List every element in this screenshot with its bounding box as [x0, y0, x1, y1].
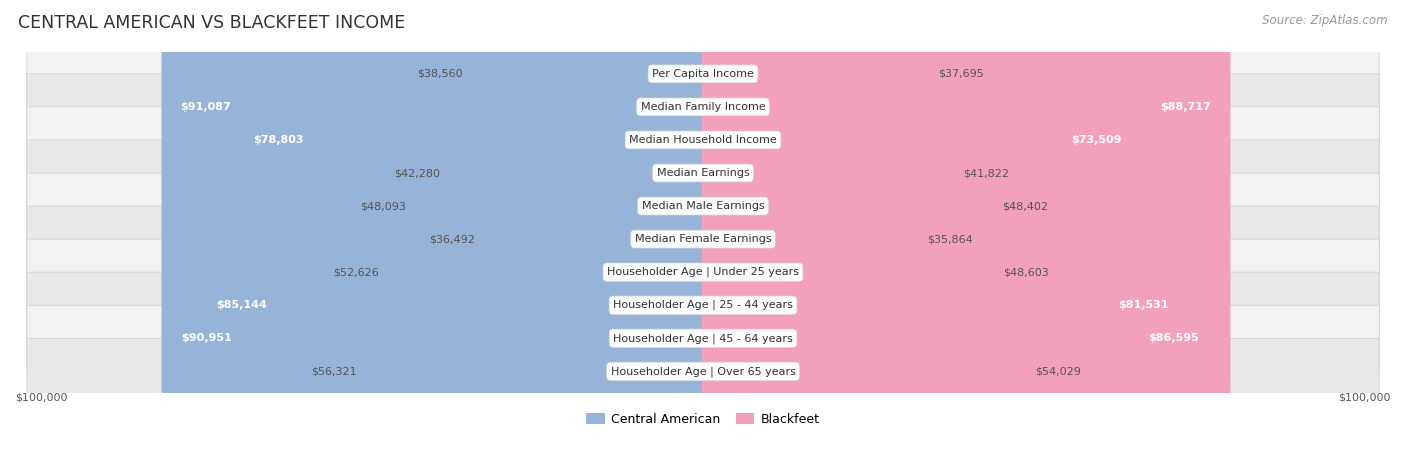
FancyBboxPatch shape	[368, 0, 704, 467]
Text: Median Earnings: Median Earnings	[657, 168, 749, 178]
Text: $41,822: $41,822	[963, 168, 1010, 178]
Text: Median Household Income: Median Household Income	[628, 135, 778, 145]
Text: $35,864: $35,864	[928, 234, 973, 244]
Text: $56,321: $56,321	[312, 366, 357, 376]
FancyBboxPatch shape	[197, 0, 704, 467]
FancyBboxPatch shape	[702, 0, 952, 467]
FancyBboxPatch shape	[389, 0, 704, 467]
Text: Householder Age | 25 - 44 years: Householder Age | 25 - 44 years	[613, 300, 793, 311]
Text: $42,280: $42,280	[394, 168, 440, 178]
Text: Householder Age | Over 65 years: Householder Age | Over 65 years	[610, 366, 796, 376]
Text: $90,951: $90,951	[181, 333, 232, 343]
FancyBboxPatch shape	[702, 0, 1188, 467]
FancyBboxPatch shape	[27, 239, 1379, 305]
Text: $100,000: $100,000	[1339, 393, 1391, 403]
Text: $78,803: $78,803	[253, 135, 304, 145]
FancyBboxPatch shape	[702, 0, 991, 467]
Text: $36,492: $36,492	[429, 234, 475, 244]
FancyBboxPatch shape	[702, 0, 993, 467]
Legend: Central American, Blackfeet: Central American, Blackfeet	[581, 408, 825, 431]
FancyBboxPatch shape	[702, 0, 917, 467]
Text: $73,509: $73,509	[1071, 135, 1121, 145]
Text: Source: ZipAtlas.com: Source: ZipAtlas.com	[1263, 14, 1388, 27]
FancyBboxPatch shape	[702, 0, 1218, 467]
FancyBboxPatch shape	[27, 41, 1379, 107]
FancyBboxPatch shape	[27, 140, 1379, 206]
Text: Median Female Earnings: Median Female Earnings	[634, 234, 772, 244]
Text: $38,560: $38,560	[416, 69, 463, 79]
Text: Per Capita Income: Per Capita Income	[652, 69, 754, 79]
Text: Householder Age | 45 - 64 years: Householder Age | 45 - 64 years	[613, 333, 793, 344]
FancyBboxPatch shape	[162, 0, 704, 467]
Text: Householder Age | Under 25 years: Householder Age | Under 25 years	[607, 267, 799, 277]
FancyBboxPatch shape	[27, 74, 1379, 140]
Text: $48,603: $48,603	[1002, 267, 1049, 277]
FancyBboxPatch shape	[702, 0, 1025, 467]
Text: $85,144: $85,144	[215, 300, 267, 310]
FancyBboxPatch shape	[27, 173, 1379, 239]
FancyBboxPatch shape	[27, 107, 1379, 173]
FancyBboxPatch shape	[416, 0, 704, 467]
FancyBboxPatch shape	[472, 0, 704, 467]
Text: $100,000: $100,000	[15, 393, 67, 403]
Text: $86,595: $86,595	[1149, 333, 1199, 343]
Text: Median Family Income: Median Family Income	[641, 102, 765, 112]
Text: $88,717: $88,717	[1160, 102, 1212, 112]
FancyBboxPatch shape	[162, 0, 704, 467]
FancyBboxPatch shape	[702, 0, 928, 467]
FancyBboxPatch shape	[235, 0, 704, 467]
FancyBboxPatch shape	[27, 272, 1379, 338]
Text: $52,626: $52,626	[333, 267, 380, 277]
FancyBboxPatch shape	[27, 206, 1379, 272]
Text: $81,531: $81,531	[1118, 300, 1168, 310]
FancyBboxPatch shape	[27, 338, 1379, 404]
Text: $48,093: $48,093	[360, 201, 406, 211]
FancyBboxPatch shape	[702, 0, 1140, 467]
FancyBboxPatch shape	[485, 0, 704, 467]
Text: $91,087: $91,087	[180, 102, 232, 112]
Text: CENTRAL AMERICAN VS BLACKFEET INCOME: CENTRAL AMERICAN VS BLACKFEET INCOME	[18, 14, 405, 32]
Text: $54,029: $54,029	[1035, 366, 1081, 376]
FancyBboxPatch shape	[702, 0, 1230, 467]
Text: Median Male Earnings: Median Male Earnings	[641, 201, 765, 211]
FancyBboxPatch shape	[27, 305, 1379, 371]
FancyBboxPatch shape	[451, 0, 704, 467]
Text: $37,695: $37,695	[938, 69, 984, 79]
Text: $48,402: $48,402	[1002, 201, 1047, 211]
